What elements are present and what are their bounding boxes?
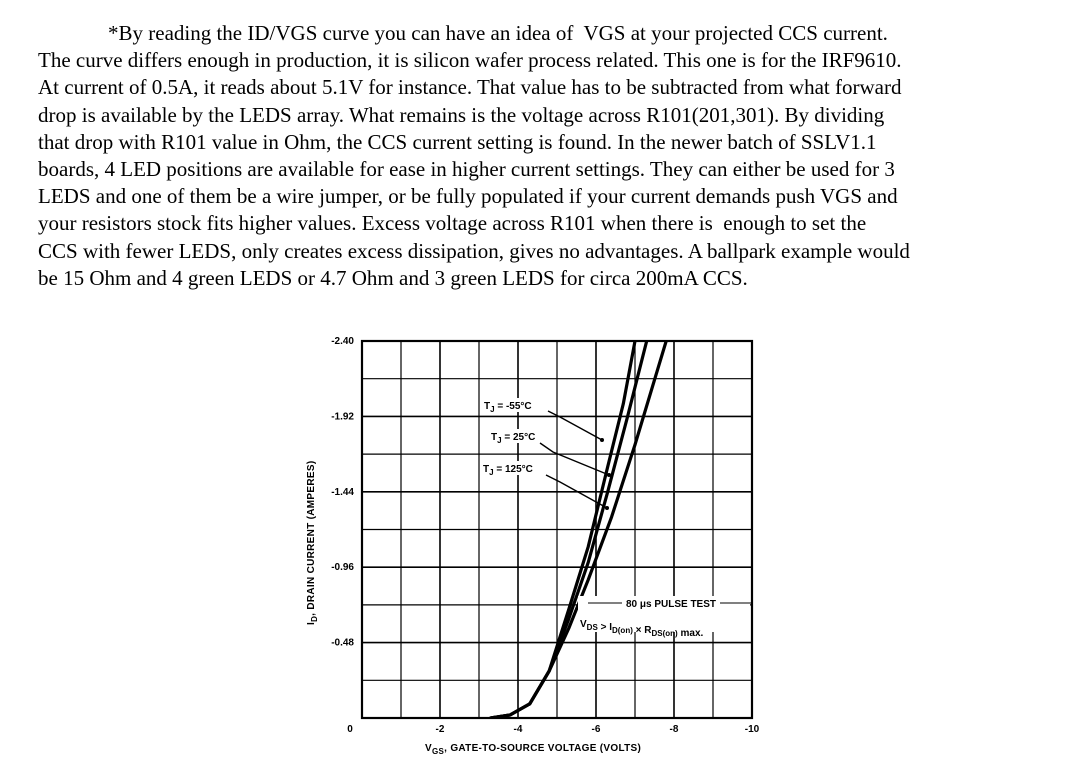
series-line: [489, 341, 668, 718]
annotation-part: max.: [678, 628, 704, 639]
series-label: TJ = 25°C: [491, 432, 535, 445]
x-tick-label: -4: [514, 724, 523, 735]
x-axis-title-rest: , GATE-TO-SOURCE VOLTAGE (VOLTS): [444, 743, 641, 754]
x-tick-label: 0: [347, 724, 353, 735]
annotation-part-sub: D(on): [612, 626, 633, 635]
paragraph-line: CCS with fewer LEDS, only creates excess…: [38, 238, 910, 263]
annotation-part: × R: [633, 625, 652, 636]
y-axis-title: ID, DRAIN CURRENT (AMPERES): [306, 461, 319, 625]
x-tick-label: -6: [592, 724, 601, 735]
series-leader-line: [547, 410, 603, 441]
series-leader-arrowhead: [607, 473, 611, 477]
series-label-main: T: [483, 464, 489, 475]
annotation-part: V: [580, 619, 587, 630]
annotation-line2: VDS > ID(on) × RDS(on) max.: [580, 619, 704, 639]
annotation-bg: [578, 596, 750, 632]
x-tick-label: -2: [436, 724, 445, 735]
paragraph-line: be 15 Ohm and 4 green LEDS or 4.7 Ohm an…: [38, 265, 748, 290]
series-leader-arrowhead: [605, 506, 609, 510]
series-leader-line: [545, 474, 608, 509]
series-label-rest: = -55°C: [495, 401, 532, 412]
paragraph-line: The curve differs enough in production, …: [38, 48, 902, 73]
paragraph-line: boards, 4 LED positions are available fo…: [38, 157, 895, 182]
y-tick-label: -1.92: [331, 411, 354, 422]
y-axis-title-main: I: [306, 622, 317, 625]
paragraph-line: LEDS and one of them be a wire jumper, o…: [38, 184, 898, 209]
x-tick-label: -8: [670, 724, 679, 735]
series-label-bg: [481, 398, 545, 412]
y-tick-label: -0.96: [331, 562, 354, 573]
series-label-main: T: [484, 401, 490, 412]
y-axis-title-sub: D: [310, 616, 319, 622]
paragraph-line: that drop with R101 value in Ohm, the CC…: [38, 129, 877, 154]
annotation-part: > I: [598, 622, 612, 633]
x-axis-title-main: V: [425, 743, 432, 754]
y-tick-label: -1.44: [331, 487, 354, 498]
annotation-part-sub: DS: [587, 623, 599, 632]
series-label-bg: [480, 461, 544, 475]
series-label-sub: J: [490, 405, 494, 414]
series-label-main: T: [491, 432, 497, 443]
series-leader-arrowhead: [600, 438, 604, 442]
y-tick-label: -2.40: [331, 336, 354, 347]
paragraph-line: *By reading the ID/VGS curve you can hav…: [108, 21, 888, 45]
y-tick-label: -0.48: [331, 638, 354, 649]
plot-frame: [360, 339, 754, 720]
annotation-part-sub: DS(on): [652, 629, 679, 638]
series-label-bg: [488, 429, 552, 443]
x-tick-label: -10: [745, 724, 760, 735]
series-label: TJ = 125°C: [483, 464, 533, 477]
series-leader-line: [539, 442, 610, 476]
document-paragraph: *By reading the ID/VGS curve you can hav…: [38, 20, 1048, 292]
series-label-sub: J: [497, 436, 501, 445]
annotation-line1: 80 μs PULSE TEST: [626, 599, 716, 610]
paragraph-line: At current of 0.5A, it reads about 5.1V …: [38, 75, 902, 100]
series-label-sub: J: [489, 468, 493, 477]
paragraph-line: your resistors stock fits higher values.…: [38, 211, 867, 236]
series-label-rest: = 25°C: [502, 432, 536, 443]
series-label: TJ = -55°C: [484, 401, 532, 414]
paragraph-line: drop is available by the LEDS array. Wha…: [38, 102, 885, 127]
y-axis-title-rest: , DRAIN CURRENT (AMPERES): [306, 461, 317, 616]
x-axis-title-sub: GS: [432, 747, 445, 756]
series-label-rest: = 125°C: [494, 464, 533, 475]
x-axis-title: VGS, GATE-TO-SOURCE VOLTAGE (VOLTS): [425, 743, 641, 756]
y-axis-title-group: ID, DRAIN CURRENT (AMPERES): [306, 461, 319, 625]
